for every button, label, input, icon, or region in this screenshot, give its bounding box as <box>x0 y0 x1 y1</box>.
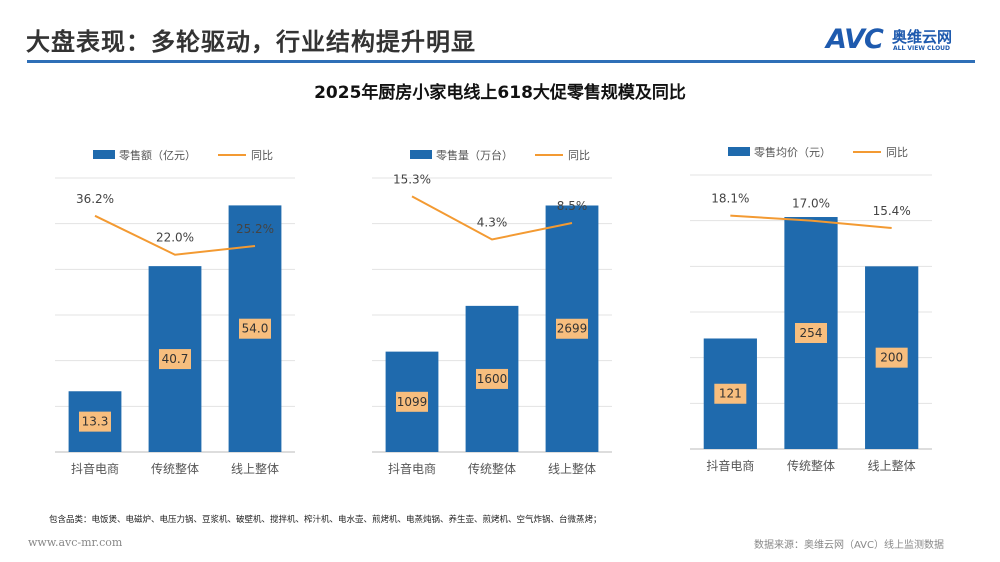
value-label-box <box>476 368 508 389</box>
value-label-box <box>159 349 191 370</box>
legend-line-label: 同比 <box>251 149 273 162</box>
yoy-line <box>94 214 256 256</box>
yoy-line <box>411 195 573 241</box>
value-label: 54.0 <box>242 322 269 336</box>
value-label-box <box>396 391 428 412</box>
page-title: 大盘表现：多轮驱动，行业结构提升明显 <box>26 28 476 56</box>
category-label: 传统整体 <box>787 458 835 473</box>
categories-note: 包含品类：电饭煲、电磁炉、电压力锅、豆浆机、破壁机、搅拌机、榨汁机、电水壶、煎烤… <box>49 515 602 525</box>
legend-line-label: 同比 <box>568 149 590 162</box>
category-label: 抖音电商 <box>706 458 754 473</box>
legend-bar-swatch <box>410 150 432 159</box>
value-label-box <box>556 318 588 339</box>
yoy-label: 4.3% <box>477 215 508 229</box>
category-label: 线上整体 <box>868 458 916 473</box>
legend-bar-label: 零售额（亿元） <box>119 148 196 162</box>
value-label-box <box>239 318 271 339</box>
legend-bar-swatch <box>728 147 750 156</box>
yoy-label: 25.2% <box>236 222 274 236</box>
legend-bar-swatch <box>93 150 115 159</box>
category-label: 传统整体 <box>468 461 516 476</box>
yoy-label: 18.1% <box>711 192 749 206</box>
category-label: 线上整体 <box>231 461 279 476</box>
data-source: 数据来源：奥维云网（AVC）线上监测数据 <box>753 540 944 551</box>
legend-line-label: 同比 <box>886 146 908 159</box>
value-label: 13.3 <box>82 415 109 429</box>
yoy-label: 22.0% <box>156 231 194 245</box>
yoy-line <box>730 214 892 229</box>
value-label: 2699 <box>557 322 588 336</box>
logo-mark: AVC <box>826 24 884 55</box>
category-label: 线上整体 <box>548 461 596 476</box>
chart-title: 2025年厨房小家电线上618大促零售规模及同比 <box>314 83 686 103</box>
yoy-label: 36.2% <box>76 192 114 206</box>
category-label: 抖音电商 <box>388 461 436 476</box>
value-label: 1099 <box>397 395 428 409</box>
yoy-label: 17.0% <box>792 197 830 211</box>
value-label: 40.7 <box>162 352 189 366</box>
value-label-box <box>795 323 827 344</box>
logo-en: ALL VIEW CLOUD <box>893 45 951 52</box>
value-label-box <box>714 383 747 404</box>
legend-bar-label: 零售量（万台） <box>436 148 513 162</box>
category-label: 传统整体 <box>151 461 199 476</box>
value-label: 200 <box>880 351 903 365</box>
website-url[interactable]: www.avc-mr.com <box>28 536 123 549</box>
yoy-label: 8.5% <box>557 199 588 213</box>
value-label: 121 <box>719 387 742 401</box>
header-divider <box>27 60 975 63</box>
value-label-box <box>79 411 111 432</box>
legend-bar-label: 零售均价（元） <box>754 145 831 159</box>
avc-logo: AVC 奥维云网 ALL VIEW CLOUD <box>826 24 952 55</box>
category-label: 抖音电商 <box>71 461 119 476</box>
value-label: 1600 <box>477 372 508 386</box>
yoy-label: 15.4% <box>873 204 911 218</box>
logo-cn: 奥维云网 <box>892 28 953 46</box>
value-label-box <box>875 347 908 368</box>
yoy-label: 15.3% <box>393 172 431 186</box>
value-label: 254 <box>800 326 823 340</box>
